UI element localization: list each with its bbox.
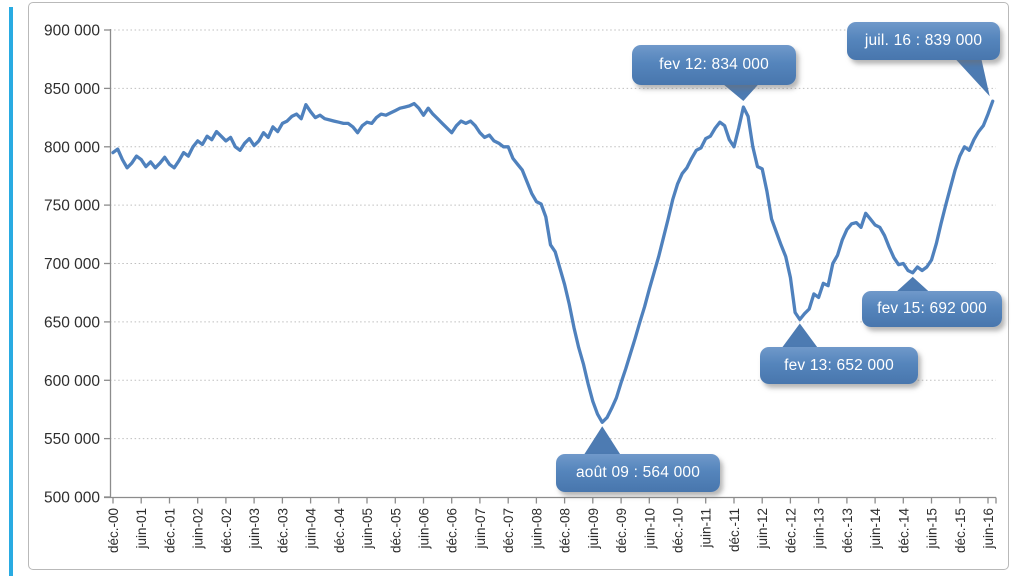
svg-text:déc.-03: déc.-03 [275, 508, 290, 553]
svg-text:juin-03: juin-03 [247, 508, 262, 550]
callout-fev-13: fev 13: 652 000 [760, 347, 918, 384]
svg-text:juin-01: juin-01 [134, 508, 149, 550]
callout-label: juil. 16 : 839 000 [864, 32, 983, 49]
svg-text:juin-16: juin-16 [981, 508, 996, 550]
svg-text:juin-12: juin-12 [755, 508, 770, 550]
svg-text:500 000: 500 000 [44, 490, 100, 507]
svg-text:700 000: 700 000 [44, 256, 100, 273]
accent-bar [9, 7, 13, 576]
chart-frame [28, 2, 1009, 570]
callout-label: fev 13: 652 000 [784, 356, 894, 374]
svg-text:déc.-05: déc.-05 [388, 508, 403, 553]
svg-text:juin-11: juin-11 [699, 508, 714, 549]
callout-juil-16: juil. 16 : 839 000 [847, 22, 1000, 60]
svg-text:déc.-02: déc.-02 [219, 508, 234, 553]
svg-text:déc.-12: déc.-12 [783, 508, 798, 553]
svg-text:900 000: 900 000 [44, 23, 100, 40]
svg-text:juin-05: juin-05 [360, 508, 375, 550]
svg-text:déc.-04: déc.-04 [332, 508, 347, 554]
svg-text:juin-04: juin-04 [304, 508, 319, 550]
svg-text:650 000: 650 000 [44, 314, 100, 331]
svg-text:juin-10: juin-10 [642, 508, 657, 550]
svg-text:déc.-07: déc.-07 [501, 508, 516, 553]
svg-text:déc.-08: déc.-08 [558, 508, 573, 553]
svg-text:550 000: 550 000 [44, 431, 100, 448]
callout-label: fev 12: 834 000 [659, 56, 769, 73]
svg-text:juin-06: juin-06 [417, 508, 432, 550]
svg-text:juin-08: juin-08 [529, 508, 544, 550]
svg-text:juin-15: juin-15 [925, 508, 940, 550]
svg-text:déc.-14: déc.-14 [896, 508, 911, 554]
svg-text:déc.-13: déc.-13 [840, 508, 855, 553]
callout-fev-15: fev 15: 692 000 [862, 291, 1002, 327]
callout-label: août 09 : 564 000 [575, 464, 701, 481]
svg-text:800 000: 800 000 [44, 139, 100, 156]
svg-text:juin-07: juin-07 [473, 508, 488, 550]
svg-text:juin-02: juin-02 [191, 508, 206, 550]
svg-text:déc.-10: déc.-10 [671, 508, 686, 553]
svg-text:juin-13: juin-13 [812, 508, 827, 550]
svg-text:déc.-11: déc.-11 [727, 508, 742, 552]
callout-aout-09: août 09 : 564 000 [556, 454, 720, 492]
callout-label: fev 15: 692 000 [877, 300, 987, 317]
svg-text:850 000: 850 000 [44, 81, 100, 98]
svg-text:déc.-00: déc.-00 [106, 508, 121, 553]
svg-text:déc.-15: déc.-15 [953, 508, 968, 553]
callout-fev-12: fev 12: 834 000 [632, 45, 796, 85]
svg-text:déc.-01: déc.-01 [163, 508, 178, 553]
svg-text:juin-09: juin-09 [586, 508, 601, 550]
svg-text:750 000: 750 000 [44, 198, 100, 215]
svg-text:déc.-06: déc.-06 [445, 508, 460, 553]
svg-text:déc.-09: déc.-09 [614, 508, 629, 553]
svg-text:600 000: 600 000 [44, 373, 100, 390]
svg-text:juin-14: juin-14 [868, 508, 883, 550]
